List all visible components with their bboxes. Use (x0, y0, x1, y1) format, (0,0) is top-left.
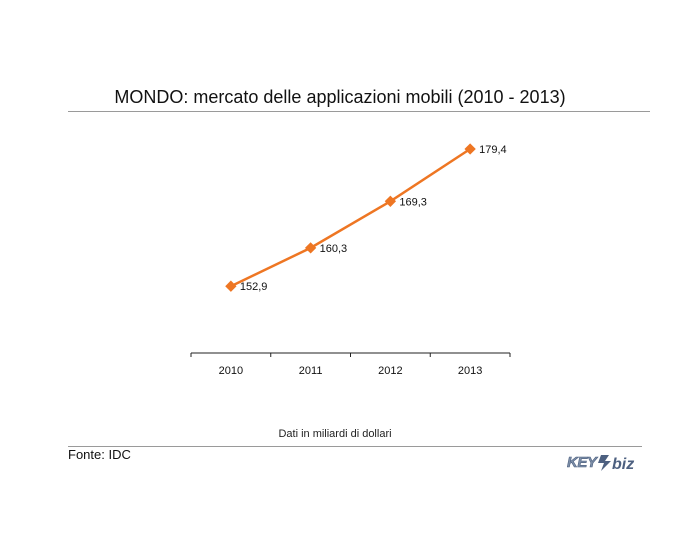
data-point-marker (384, 195, 397, 207)
series-line (230, 147, 471, 288)
key4biz-logo-icon: KEY biz (567, 454, 634, 473)
data-label: 160,3 (320, 243, 348, 255)
x-axis: 2010 2011 2012 2013 (190, 352, 511, 377)
x-tick-label: 2010 (219, 365, 243, 377)
svg-text:KEY: KEY (567, 454, 599, 471)
data-label: 152,9 (240, 281, 268, 293)
data-label: 179,4 (479, 144, 507, 156)
data-point-marker (464, 143, 476, 155)
title-divider (68, 111, 650, 112)
units-note: Dati in miliardi di dollari (278, 428, 392, 440)
x-tick-label: 2013 (458, 365, 482, 377)
data-point-marker (304, 242, 317, 254)
x-tick-label: 2011 (299, 365, 323, 377)
data-label: 169,3 (399, 196, 427, 208)
chart-title: MONDO: mercato delle applicazioni mobili… (114, 87, 566, 107)
x-tick-label: 2012 (378, 365, 402, 377)
series-layer: 152,9 160,3 169,3 179,4 (225, 143, 507, 293)
data-point-marker (225, 280, 237, 292)
svg-text:biz: biz (612, 456, 634, 473)
footer-divider (68, 446, 642, 447)
source-label: Fonte: IDC (68, 447, 131, 462)
